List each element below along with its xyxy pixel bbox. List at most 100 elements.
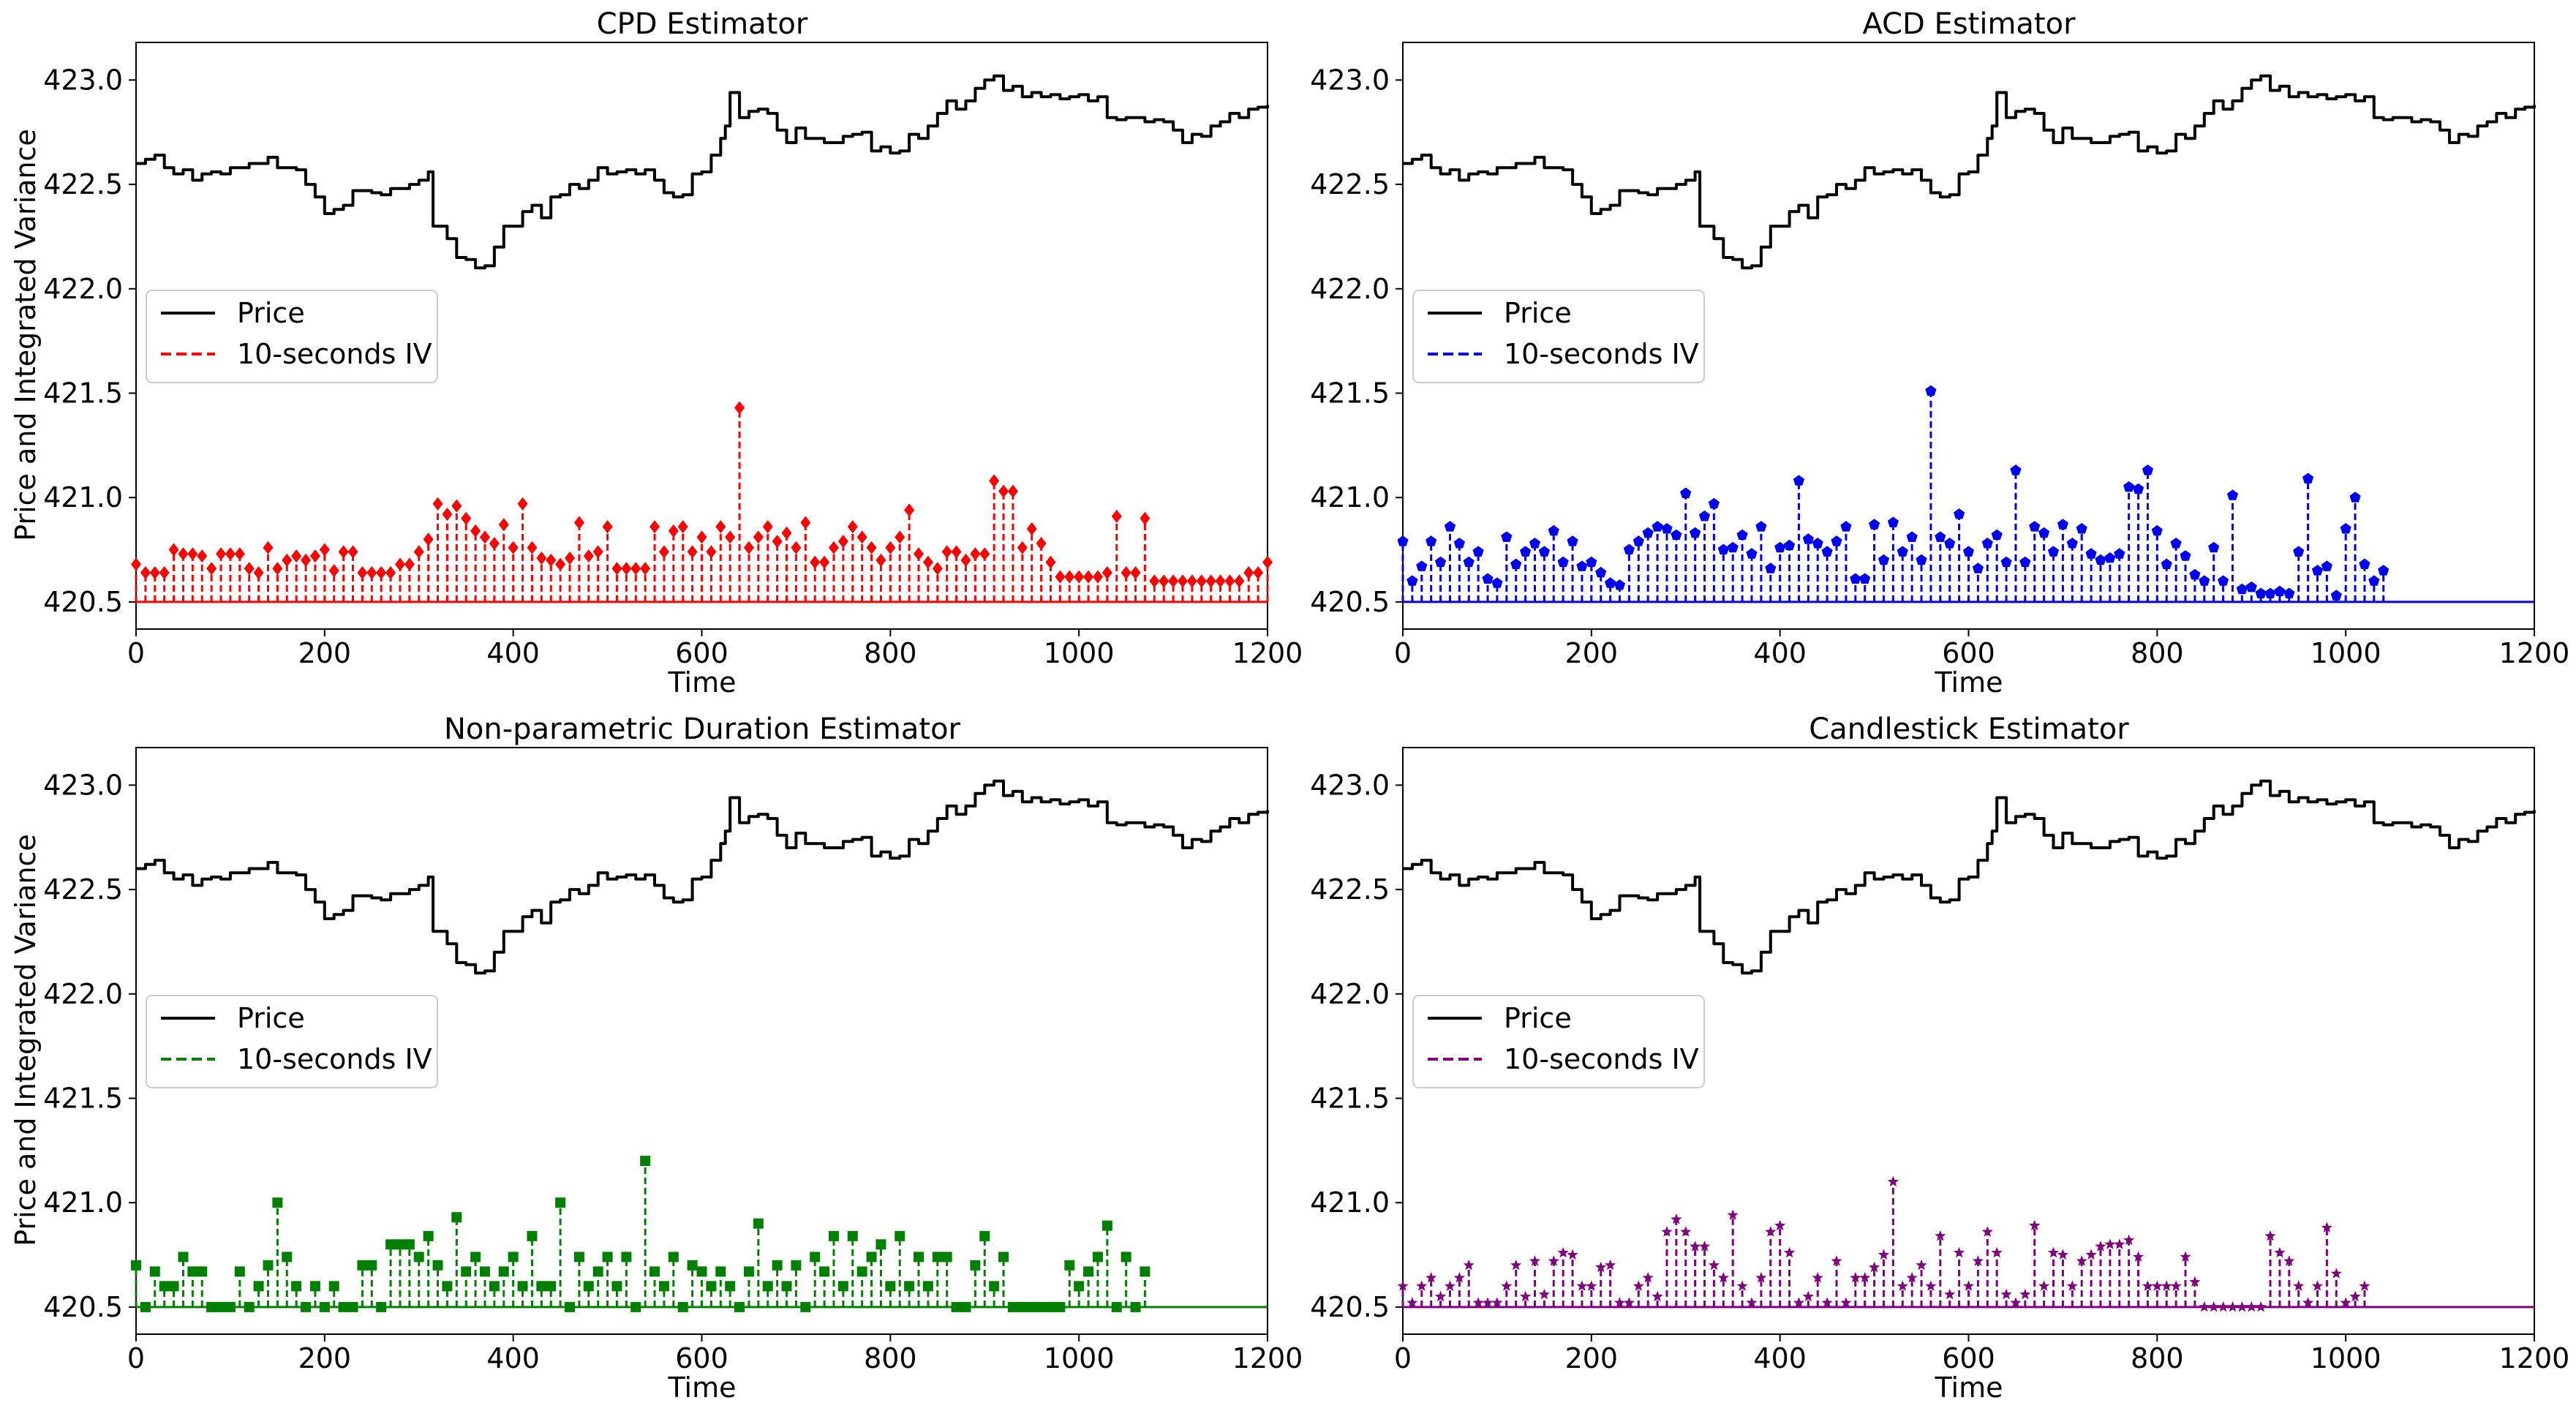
y-tick-label: 423.0 [43, 769, 123, 801]
price-line [1403, 779, 2536, 975]
iv-marker-pentagon [2161, 558, 2172, 569]
iv-marker-pentagon [1736, 529, 1748, 540]
iv-marker-diamond [583, 549, 594, 563]
iv-marker-pentagon [2293, 546, 2305, 557]
y-tick-label: 421.5 [43, 377, 123, 409]
iv-marker-diamond [432, 497, 443, 511]
x-tick-label: 0 [1394, 1342, 1412, 1374]
iv-marker-square [282, 1252, 293, 1263]
panel-title: Candlestick Estimator [1809, 712, 2129, 746]
iv-marker-star [2132, 1251, 2144, 1262]
iv-marker-star [1935, 1230, 1946, 1241]
iv-marker-diamond [470, 524, 481, 538]
iv-marker-pentagon [1906, 531, 1918, 542]
y-tick-label: 421.0 [43, 481, 123, 513]
iv-marker-star [1727, 1209, 1739, 1220]
iv-marker-pentagon [2321, 560, 2332, 571]
iv-marker-diamond [668, 524, 679, 538]
iv-marker-diamond [461, 511, 472, 525]
iv-marker-star [1472, 1297, 1484, 1308]
iv-marker-square [640, 1156, 651, 1167]
iv-marker-star [1453, 1271, 1465, 1283]
iv-marker-square [753, 1218, 764, 1229]
x-tick-label: 200 [298, 637, 352, 669]
iv-marker-pentagon [1727, 541, 1739, 553]
iv-marker-diamond [687, 545, 698, 559]
iv-marker-diamond [555, 557, 566, 571]
iv-marker-square [461, 1266, 472, 1277]
x-tick-label: 200 [1565, 1342, 1619, 1374]
iv-marker-pentagon [1783, 539, 1796, 551]
x-tick-label: 200 [1565, 637, 1619, 669]
iv-marker-star [1831, 1255, 1842, 1266]
iv-marker-diamond [649, 520, 660, 534]
iv-marker-star [1869, 1261, 1880, 1273]
iv-marker-star [2019, 1288, 2031, 1300]
iv-marker-diamond [565, 551, 576, 565]
iv-marker-diamond [546, 553, 557, 567]
iv-marker-square [781, 1281, 792, 1292]
iv-marker-square [357, 1260, 368, 1271]
x-axis-label: Time [668, 1372, 737, 1404]
iv-marker-diamond [423, 533, 434, 546]
iv-marker-square [328, 1281, 339, 1292]
iv-marker-square [1074, 1281, 1085, 1292]
iv-marker-pentagon [1774, 541, 1786, 553]
iv-marker-square [573, 1252, 584, 1263]
iv-marker-diamond [1017, 541, 1028, 554]
panel-non-parametric: Non-parametric Duration Estimator 0 200 40… [43, 712, 1303, 1404]
iv-marker-pentagon [2340, 523, 2351, 534]
iv-marker-star [1538, 1288, 1550, 1300]
iv-marker-star [2057, 1249, 2068, 1260]
iv-marker-pentagon [1482, 573, 1494, 584]
iv-marker-star [1746, 1297, 1758, 1308]
plot-area: 0 200 400 600 800 1000 1200 420.5 421.0 421.5 422.… [43, 747, 1303, 1374]
iv-marker-diamond [592, 545, 603, 559]
iv-marker-diamond [338, 545, 349, 559]
iv-marker-star [2161, 1280, 2172, 1291]
iv-marker-star [2170, 1280, 2182, 1291]
iv-marker-square [404, 1239, 415, 1250]
iv-marker-diamond [178, 547, 189, 561]
x-tick-label: 0 [127, 1342, 145, 1374]
iv-marker-star [1680, 1226, 1692, 1237]
y-tick-label: 422.5 [1310, 168, 1390, 200]
iv-marker-square [309, 1281, 320, 1292]
iv-marker-diamond [508, 541, 519, 554]
panel-title: Non-parametric Duration Estimator [444, 712, 961, 746]
iv-marker-pentagon [1623, 543, 1635, 554]
iv-marker-diamond [753, 530, 764, 544]
iv-marker-diamond [385, 565, 396, 579]
iv-marker-diamond [1262, 555, 1273, 569]
iv-marker-pentagon [1595, 566, 1607, 578]
iv-marker-pentagon [2104, 552, 2116, 563]
x-tick-label: 400 [1753, 637, 1807, 669]
iv-marker-pentagon [1632, 535, 1644, 546]
iv-marker-diamond [743, 541, 754, 554]
iv-marker-star [1501, 1280, 1513, 1291]
iv-marker-pentagon [2029, 521, 2041, 532]
iv-marker-star [1548, 1255, 1559, 1266]
x-tick-label: 800 [2131, 637, 2184, 669]
iv-marker-diamond [527, 541, 538, 554]
iv-marker-pentagon [2245, 581, 2257, 592]
iv-marker-square [385, 1239, 396, 1250]
iv-marker-pentagon [2010, 464, 2022, 475]
x-tick-label: 600 [675, 1342, 728, 1374]
iv-marker-square [914, 1252, 924, 1263]
iv-marker-pentagon [1453, 538, 1465, 549]
iv-marker-star [1755, 1271, 1767, 1283]
iv-marker-pentagon [1925, 385, 1937, 396]
iv-marker-pentagon [2311, 565, 2324, 576]
iv-marker-square [168, 1281, 179, 1292]
iv-marker-diamond [1074, 570, 1085, 584]
legend-price-label: Price [1504, 297, 1572, 329]
iv-marker-pentagon [1991, 529, 2003, 540]
y-tick-label: 421.5 [43, 1082, 123, 1114]
iv-marker-square [1083, 1266, 1094, 1277]
x-tick-label: 800 [864, 1342, 917, 1374]
iv-marker-star [1821, 1297, 1833, 1308]
iv-marker-pentagon [1435, 556, 1447, 568]
plot-area: 0 200 400 600 800 1000 1200 420.5 421.0 421.5 422.… [1310, 747, 2569, 1374]
iv-marker-square [527, 1230, 538, 1241]
